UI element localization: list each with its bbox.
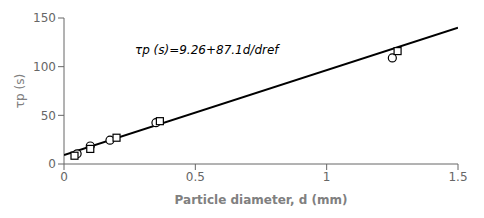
svg-text:Particle diameter, d (mm): Particle diameter, d (mm): [175, 193, 348, 207]
svg-text:50: 50: [41, 109, 56, 123]
svg-text:0: 0: [48, 157, 56, 171]
svg-text:100: 100: [33, 60, 56, 74]
svg-text:150: 150: [33, 11, 56, 25]
svg-text:1.5: 1.5: [448, 170, 467, 184]
svg-text:τp (s)=9.26+87.1d/dref: τp (s)=9.26+87.1d/dref: [135, 43, 280, 57]
svg-text:0: 0: [60, 170, 68, 184]
svg-text:0.5: 0.5: [186, 170, 205, 184]
svg-text:1: 1: [323, 170, 331, 184]
svg-text:τp (s): τp (s): [13, 74, 27, 108]
